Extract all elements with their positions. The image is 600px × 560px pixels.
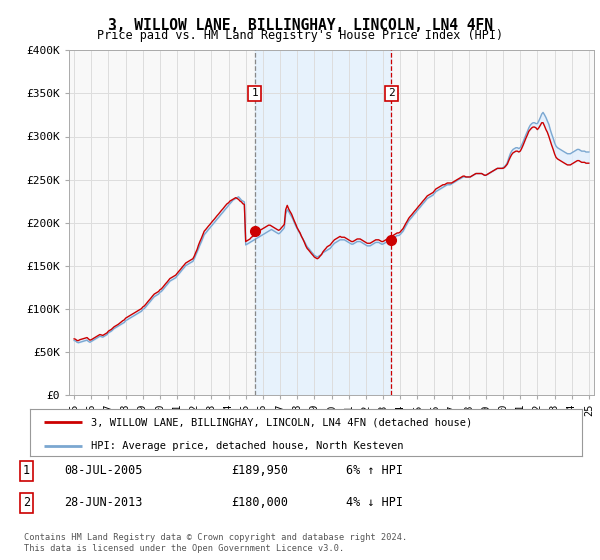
Text: Price paid vs. HM Land Registry's House Price Index (HPI): Price paid vs. HM Land Registry's House … bbox=[97, 29, 503, 42]
Text: 6% ↑ HPI: 6% ↑ HPI bbox=[346, 464, 403, 477]
Text: 4% ↓ HPI: 4% ↓ HPI bbox=[346, 497, 403, 510]
Text: 08-JUL-2005: 08-JUL-2005 bbox=[64, 464, 142, 477]
Text: 28-JUN-2013: 28-JUN-2013 bbox=[64, 497, 142, 510]
Text: £189,950: £189,950 bbox=[231, 464, 288, 477]
Text: £180,000: £180,000 bbox=[231, 497, 288, 510]
Bar bbox=[254, 50, 391, 395]
Text: HPI: Average price, detached house, North Kesteven: HPI: Average price, detached house, Nort… bbox=[91, 441, 403, 451]
Text: 2: 2 bbox=[23, 497, 30, 510]
Text: 1: 1 bbox=[251, 88, 258, 99]
Text: 2: 2 bbox=[388, 88, 395, 99]
Text: Contains HM Land Registry data © Crown copyright and database right 2024.
This d: Contains HM Land Registry data © Crown c… bbox=[24, 533, 407, 553]
Text: 1: 1 bbox=[23, 464, 30, 477]
Text: 3, WILLOW LANE, BILLINGHAY, LINCOLN, LN4 4FN: 3, WILLOW LANE, BILLINGHAY, LINCOLN, LN4… bbox=[107, 18, 493, 34]
Text: 3, WILLOW LANE, BILLINGHAY, LINCOLN, LN4 4FN (detached house): 3, WILLOW LANE, BILLINGHAY, LINCOLN, LN4… bbox=[91, 417, 472, 427]
